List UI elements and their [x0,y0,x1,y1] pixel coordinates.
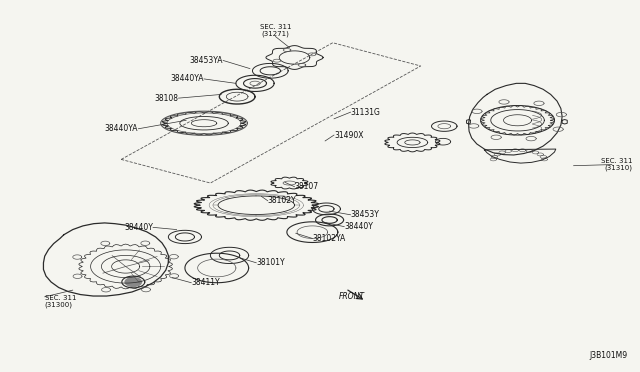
Text: 38440Y: 38440Y [124,223,153,232]
Text: 38411Y: 38411Y [191,278,220,287]
Text: 38453Y: 38453Y [351,210,380,219]
Text: J3B101M9: J3B101M9 [589,350,627,360]
Text: 31131G: 31131G [351,108,380,117]
Text: 38101Y: 38101Y [256,258,285,267]
Text: 38440YA: 38440YA [170,74,204,83]
Text: 38107: 38107 [294,182,319,191]
Text: 38102YA: 38102YA [312,234,346,243]
Text: SEC. 311
(31300): SEC. 311 (31300) [45,295,76,308]
Text: 38453YA: 38453YA [189,56,223,65]
Text: 38102Y: 38102Y [268,196,296,205]
Circle shape [124,277,142,287]
Text: SEC. 311
(31271): SEC. 311 (31271) [260,25,291,38]
Text: 38440YA: 38440YA [105,124,138,133]
Text: 38108: 38108 [154,94,179,103]
Text: FRONT: FRONT [339,292,365,301]
Text: 31490X: 31490X [334,131,364,140]
Text: 38440Y: 38440Y [344,222,373,231]
Text: SEC. 311
(31310): SEC. 311 (31310) [601,158,632,171]
